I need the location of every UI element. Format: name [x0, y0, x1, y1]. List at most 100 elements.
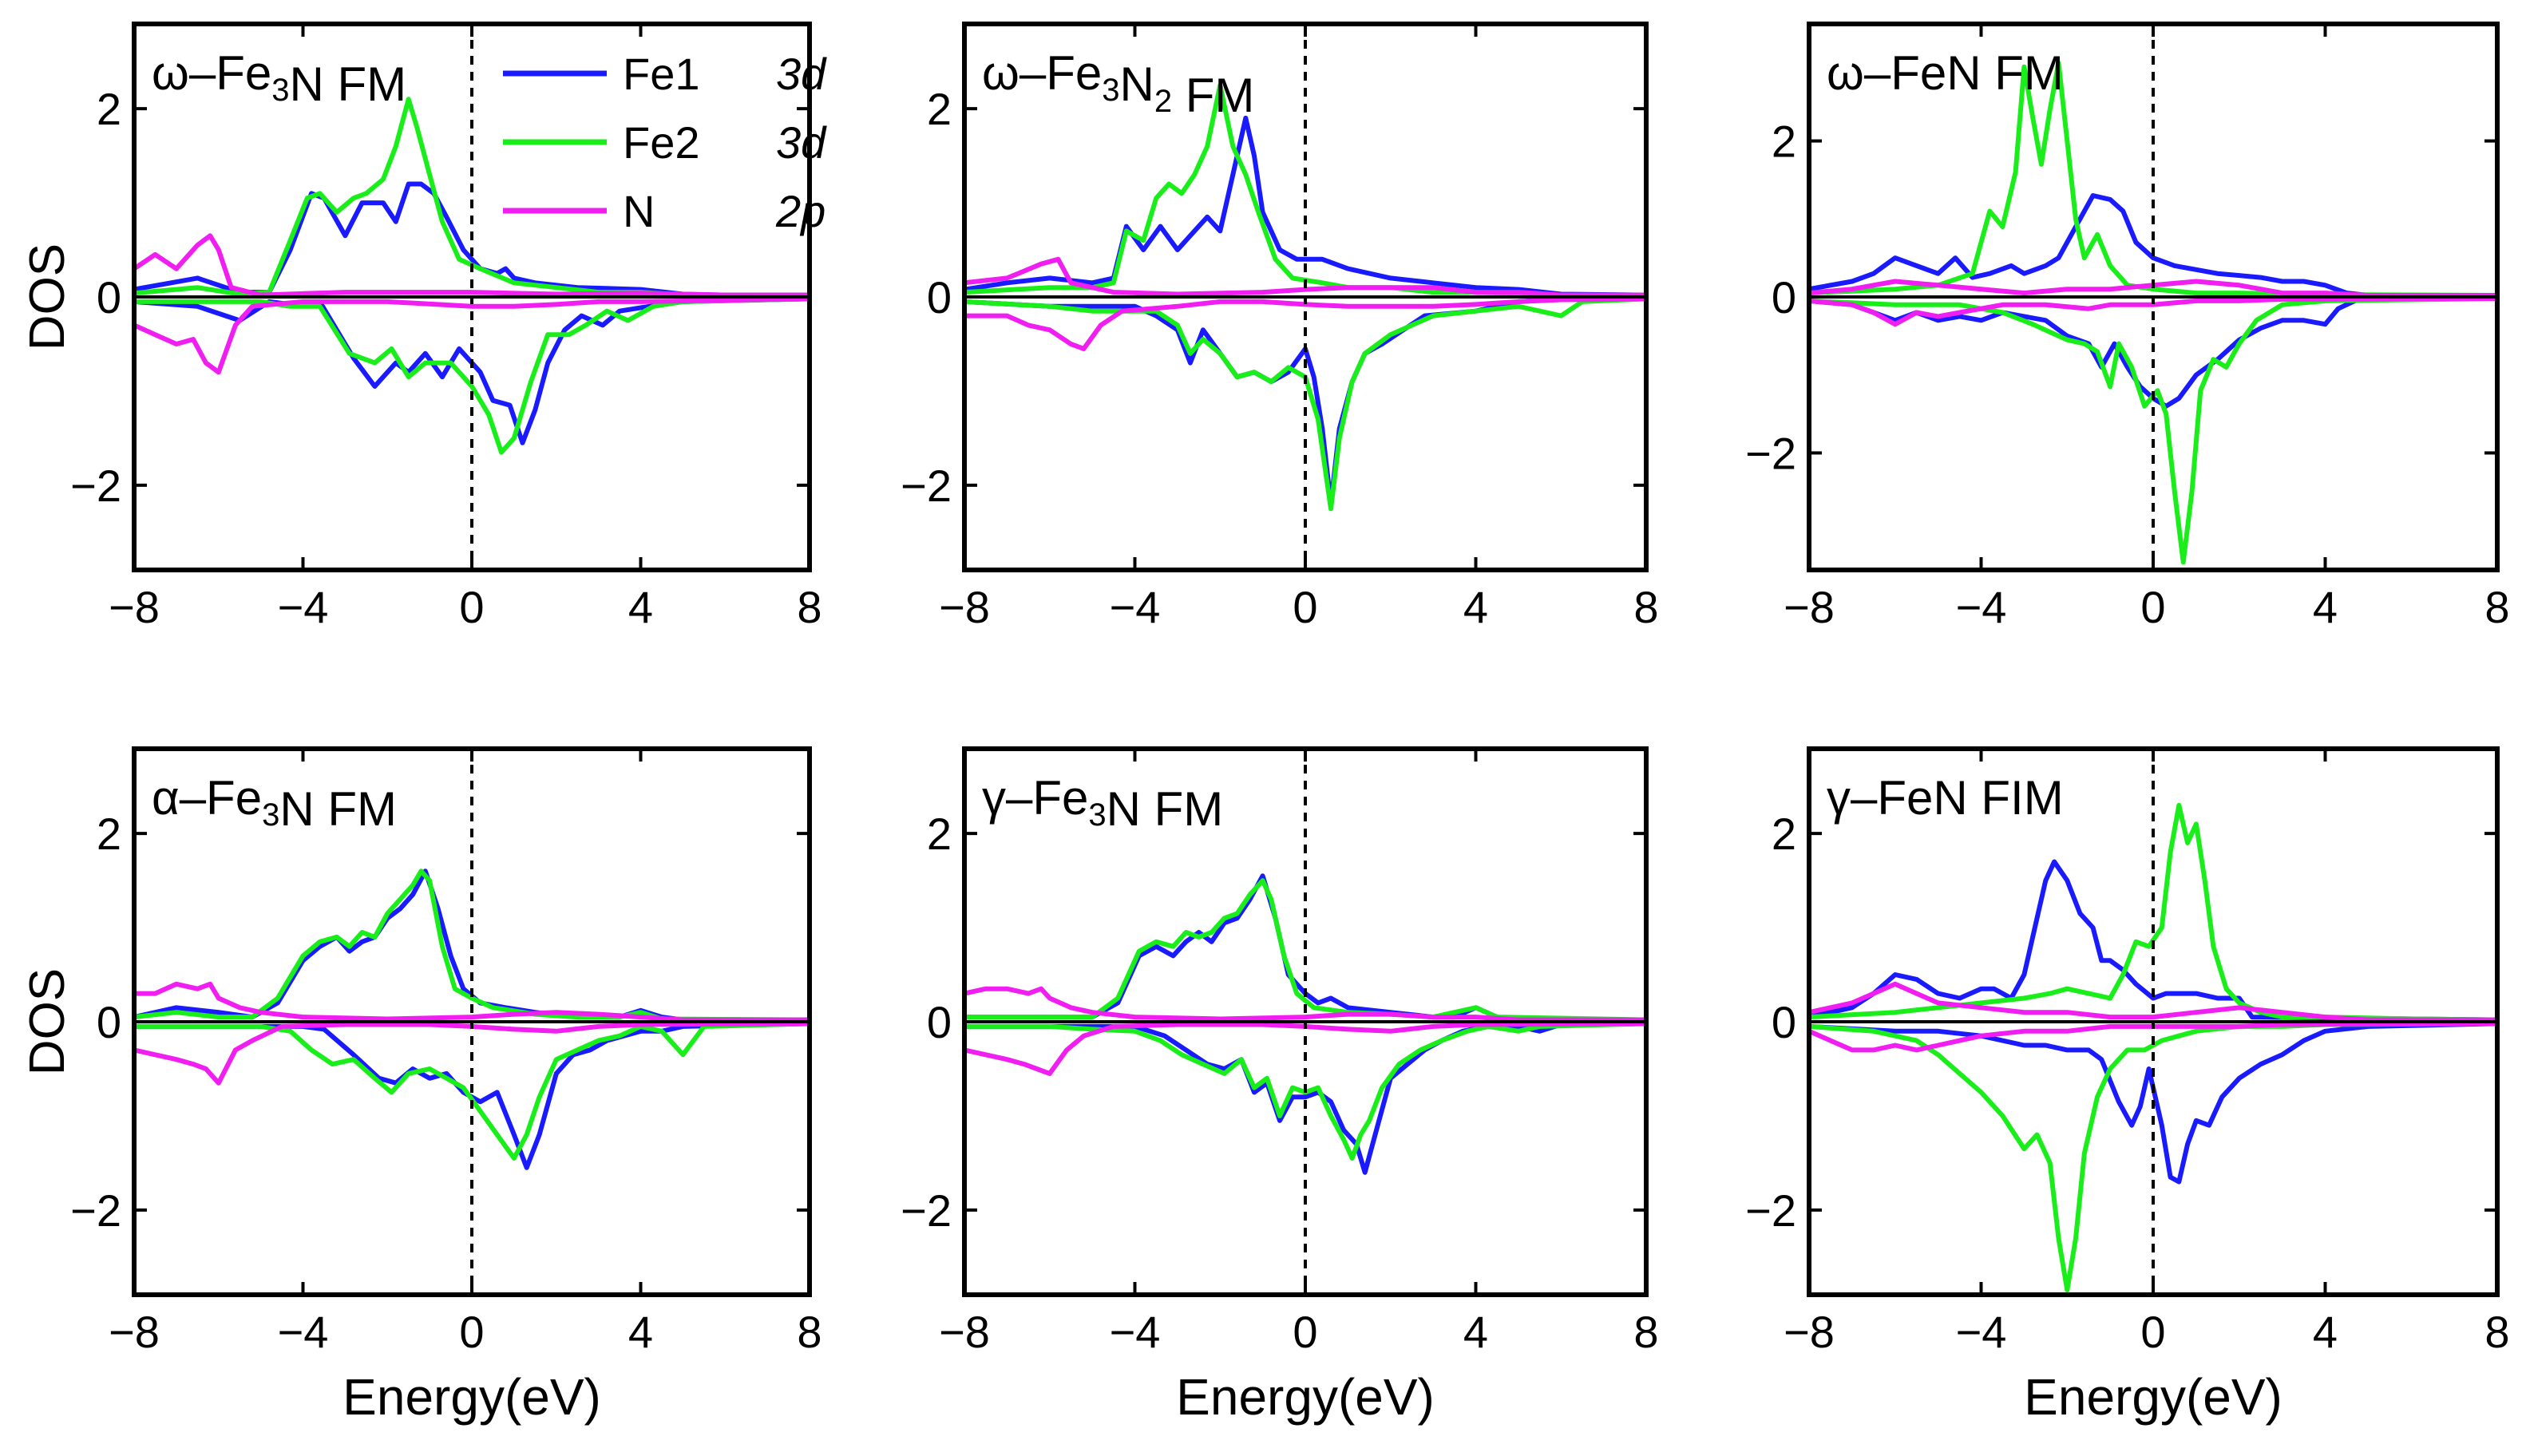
x-tick-label: −4: [1956, 582, 2007, 632]
x-tick-label: 4: [2313, 1307, 2338, 1357]
y-axis-label: DOS: [20, 243, 75, 350]
y-tick-label: 0: [927, 997, 952, 1047]
y-tick-label: 0: [1772, 272, 1796, 322]
legend: Fe1 3d Fe2 3d N 2p: [503, 49, 827, 236]
x-tick-label: 4: [1463, 1307, 1488, 1357]
y-tick-label: 2: [927, 84, 952, 134]
y-tick-label: 0: [97, 272, 121, 322]
series-fe2-down: [1809, 296, 2497, 565]
series-n-up: [964, 256, 1646, 298]
dos-panel-2: −8 −4 0 4 8 2 0 −2 ω–Fe3N2 FM: [901, 22, 1659, 632]
x-tick-label: −8: [109, 582, 160, 632]
series-n-down: [134, 1021, 810, 1086]
x-tick-label: −8: [939, 1307, 990, 1357]
series-fe1-down: [1809, 1021, 2497, 1185]
series-fe1-up: [1809, 859, 2497, 1023]
y-tick-label: −2: [1745, 428, 1796, 478]
panel-title: γ–Fe3N FM: [982, 771, 1223, 836]
dos-panel-1: −8 −4 0 4 8 2 0 −2 ω–Fe3N FM DOS Fe1 3d Fe2 3d N 2p: [20, 22, 827, 632]
x-tick-label: −8: [939, 582, 990, 632]
x-tick-label: 4: [1463, 582, 1488, 632]
x-tick-label: −4: [278, 1307, 329, 1357]
panel-title: ω–Fe3N FM: [152, 46, 406, 111]
series-n-down: [134, 296, 810, 375]
series-n-down: [1809, 296, 2497, 327]
x-tick-label: 8: [2484, 582, 2509, 632]
x-tick-label: −8: [109, 1307, 160, 1357]
legend-orbital-fe1: 3d: [776, 49, 827, 99]
series-n-down: [1809, 1021, 2497, 1053]
x-tick-label: 0: [2140, 1307, 2165, 1357]
x-tick-label: 8: [1633, 582, 1658, 632]
series-fe2-down: [1809, 1021, 2497, 1293]
legend-orbital-n: 2p: [775, 186, 826, 236]
series-n-up: [1809, 981, 2497, 1023]
x-tick-label: 0: [459, 582, 484, 632]
x-tick-label: 8: [797, 1307, 822, 1357]
panel-title: γ–FeN FIM: [1827, 771, 2064, 825]
x-tick-label: 4: [2313, 582, 2338, 632]
series-n-up: [134, 233, 810, 298]
y-axis-label: DOS: [20, 968, 75, 1075]
series-n-up: [1809, 279, 2497, 298]
y-tick-label: 2: [1772, 117, 1796, 167]
series-fe2-down: [964, 1021, 1646, 1161]
y-tick-label: 0: [97, 997, 121, 1047]
x-axis-label: Energy(eV): [342, 1368, 601, 1426]
y-tick-label: 0: [1772, 997, 1796, 1047]
x-tick-label: 4: [628, 1307, 653, 1357]
series-n-up: [964, 986, 1646, 1023]
series-group: [964, 873, 1646, 1175]
x-tick-label: −4: [1956, 1307, 2007, 1357]
series-n-up: [134, 981, 810, 1023]
x-tick-label: 0: [1293, 582, 1317, 632]
series-n-down: [964, 1021, 1646, 1076]
series-group: [964, 82, 1646, 512]
x-axis-label: Energy(eV): [2024, 1368, 2283, 1426]
series-fe2-down: [964, 296, 1646, 512]
series-group: [134, 97, 810, 455]
legend-label-fe2: Fe2: [623, 117, 700, 168]
series-group: [1809, 60, 2497, 565]
series-group: [134, 868, 810, 1170]
x-tick-label: 0: [2140, 582, 2165, 632]
x-tick-label: 8: [2484, 1307, 2509, 1357]
x-tick-label: −4: [1110, 1307, 1161, 1357]
x-tick-label: −4: [278, 582, 329, 632]
y-tick-label: −2: [70, 1185, 121, 1236]
dos-panel-6: −8 −4 0 4 8 2 0 −2 γ–FeN FIM Energy(eV): [1745, 746, 2510, 1426]
x-tick-label: 4: [628, 582, 653, 632]
y-tick-label: 2: [1772, 809, 1796, 859]
series-fe2-up: [134, 97, 810, 298]
x-tick-label: −8: [1784, 582, 1835, 632]
series-fe1-up: [1809, 193, 2497, 298]
series-fe2-down: [134, 1021, 810, 1161]
panel-title: ω–Fe3N2 FM: [982, 46, 1254, 122]
y-tick-label: −2: [901, 1185, 952, 1236]
dos-panel-4: −8 −4 0 4 8 2 0 −2 α–Fe3N FM DOS Energy(eV): [20, 746, 822, 1426]
y-tick-label: 2: [97, 809, 121, 859]
series-n-down: [964, 296, 1646, 351]
y-tick-label: 0: [927, 272, 952, 322]
series-fe2-up: [134, 868, 810, 1023]
dos-panel-3: −8 −4 0 4 8 2 0 −2 ω–FeN FM: [1745, 22, 2510, 632]
series-fe2-up: [964, 878, 1646, 1023]
y-tick-label: −2: [901, 461, 952, 511]
y-tick-label: 2: [97, 84, 121, 134]
x-tick-label: −8: [1784, 1307, 1835, 1357]
legend-orbital-fe2: 3d: [776, 117, 827, 168]
series-fe2-down: [134, 296, 810, 455]
y-tick-label: −2: [70, 461, 121, 511]
legend-label-fe1: Fe1: [623, 49, 700, 99]
panel-title: ω–FeN FM: [1827, 46, 2064, 100]
y-tick-label: 2: [927, 809, 952, 859]
x-tick-label: 8: [797, 582, 822, 632]
x-tick-label: −4: [1110, 582, 1161, 632]
x-tick-label: 0: [1293, 1307, 1317, 1357]
series-fe1-down: [134, 296, 810, 445]
y-tick-label: −2: [1745, 1185, 1796, 1236]
series-fe1-down: [1809, 296, 2497, 409]
dos-panel-5: −8 −4 0 4 8 2 0 −2 γ–Fe3N FM Energy(eV): [901, 746, 1659, 1426]
panel-title: α–Fe3N FM: [152, 771, 397, 836]
